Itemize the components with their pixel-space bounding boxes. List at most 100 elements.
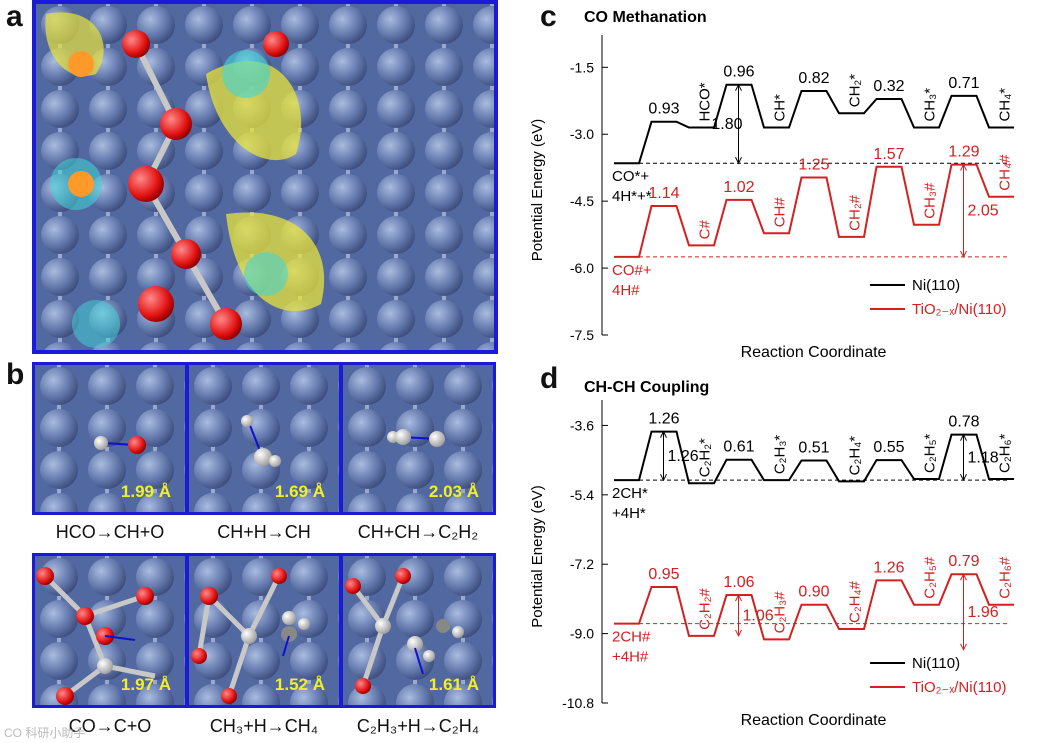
caption-hco: HCO→CH+O xyxy=(55,522,165,542)
barrier-label: 0.93 xyxy=(648,101,679,118)
barrier-label: 1.26 xyxy=(873,559,904,576)
y-tick-label: -4.5 xyxy=(570,193,594,209)
initial-state-label: 2CH# xyxy=(612,629,651,646)
arrow-head xyxy=(735,157,742,165)
distance-label: 1.97 Å xyxy=(120,675,171,694)
distance-label: 2.03 Å xyxy=(428,482,479,501)
image-ch3-h: 1.52 Å xyxy=(186,553,342,708)
x-axis-label: Reaction Coordinate xyxy=(741,712,887,729)
y-tick-label: -3.0 xyxy=(570,126,594,142)
image-c2h3-h: 1.61 Å xyxy=(340,553,496,708)
barrier-label: 0.96 xyxy=(723,64,754,81)
legend-label: Ni(110) xyxy=(912,655,960,672)
y-tick-label: -6.0 xyxy=(570,260,594,276)
annotation-value: 1.26 xyxy=(668,448,699,465)
barrier-label: 1.25 xyxy=(798,157,829,174)
initial-state-label: +4H* xyxy=(612,505,646,522)
initial-state-label: 4H*+* xyxy=(612,188,652,205)
arrow-head xyxy=(735,83,742,91)
distance-label: 1.61 Å xyxy=(428,675,479,694)
chart-title: CH-CH Coupling xyxy=(584,379,709,396)
initial-state-label: CO*+ xyxy=(612,168,649,185)
caption-ch-h: CH+H→CH xyxy=(217,522,311,542)
arrow-head xyxy=(960,573,967,581)
panel-label-d: d xyxy=(540,362,559,395)
barrier-label: 0.61 xyxy=(723,439,754,456)
state-label: CH# xyxy=(772,197,789,228)
charge-density-image xyxy=(32,0,498,354)
caption-co: CO→C+O xyxy=(68,716,152,736)
state-label: C₂H₄# xyxy=(847,580,864,623)
initial-state-label: CO#+ xyxy=(612,262,652,279)
series-line xyxy=(614,430,1014,485)
barrier-label: 0.55 xyxy=(873,439,904,456)
legend-label: Ni(110) xyxy=(912,277,960,294)
barrier-label: 1.14 xyxy=(648,185,679,202)
barrier-label: 0.82 xyxy=(798,70,829,87)
barrier-label: 1.02 xyxy=(723,179,754,196)
panel-label-a: a xyxy=(6,0,23,33)
distance-label: 1.99 Å xyxy=(120,482,171,501)
y-tick-label: -7.2 xyxy=(570,556,594,572)
arrow-head xyxy=(660,473,667,482)
barrier-label: 1.26 xyxy=(648,411,679,428)
distance-label: 1.69 Å xyxy=(274,482,325,501)
co-methanation-chart: CO Methanation -1.5 -3.0 -4.5 -6.0 -7.5 Potent… xyxy=(529,9,1014,361)
barrier-label: 0.78 xyxy=(948,414,979,431)
arrow-head xyxy=(735,593,742,602)
y-tick-label: -10.8 xyxy=(562,695,594,711)
arrow-head xyxy=(960,250,967,259)
panel-label-c: c xyxy=(540,0,557,33)
y-axis-label: Potential Energy (eV) xyxy=(529,119,546,262)
barrier-label: 1.57 xyxy=(873,146,904,163)
state-label: CH₄# xyxy=(997,154,1014,191)
state-label: C₂H₅# xyxy=(922,556,939,599)
image-hco-dissociation: 1.99 Å xyxy=(32,362,188,515)
state-label: C₂H₂# xyxy=(697,588,714,630)
annotation-value: 2.05 xyxy=(968,203,999,220)
y-tick-label: -5.4 xyxy=(570,487,594,503)
arrow-head xyxy=(660,430,667,438)
state-label: C₂H₅* xyxy=(922,433,939,473)
arrow-head xyxy=(960,643,967,651)
legend-label: TiO₂₋ₓ/Ni(110) xyxy=(912,679,1007,696)
arrow-head xyxy=(960,163,967,171)
caption-ch-ch: CH+CH→C₂H₂ xyxy=(357,522,479,542)
state-label: C₂H₆# xyxy=(997,556,1014,599)
annotation-value: 1.96 xyxy=(968,604,999,621)
image-ch-ch: 2.03 Å xyxy=(340,362,496,515)
barrier-label: 0.32 xyxy=(873,78,904,95)
image-co-dissociation: 1.97 Å xyxy=(32,553,188,708)
barrier-label: 0.95 xyxy=(648,566,679,583)
state-label: C₂H₃* xyxy=(772,435,789,475)
series-line xyxy=(614,573,1014,641)
barrier-label: 0.51 xyxy=(798,440,829,457)
barrier-label: 0.79 xyxy=(948,553,979,570)
state-label: HCO* xyxy=(697,82,714,121)
series-line xyxy=(614,83,1014,165)
barrier-label: 1.29 xyxy=(948,144,979,161)
barrier-label: 0.71 xyxy=(948,75,979,92)
state-label: CH₂# xyxy=(847,194,864,230)
watermark: CO 科研小助手 xyxy=(4,726,86,740)
distance-label: 1.52 Å xyxy=(274,675,325,694)
state-label: CH₂* xyxy=(847,74,864,107)
state-label: CH₃# xyxy=(922,182,939,219)
state-label: CH* xyxy=(772,94,789,122)
y-tick-label: -9.0 xyxy=(570,626,594,642)
initial-state-label: 2CH* xyxy=(612,485,648,502)
caption-c2h3-h: C₂H₃+H→C₂H₄ xyxy=(356,716,480,736)
state-label: C₂H₆* xyxy=(997,433,1014,473)
annotation-value: 1.06 xyxy=(743,607,774,624)
caption-ch3-h: CH₃+H→CH₄ xyxy=(209,716,319,736)
state-label: C₂H₃# xyxy=(772,591,789,634)
x-axis-label: Reaction Coordinate xyxy=(741,344,887,361)
arrow-head xyxy=(960,433,967,441)
state-label: CH₃* xyxy=(922,88,939,122)
charge-density-illustration xyxy=(36,4,494,350)
y-tick-label: -7.5 xyxy=(570,327,594,343)
initial-state-label: +4H# xyxy=(612,649,649,666)
chart-title: CO Methanation xyxy=(584,9,707,26)
state-label: C₂H₂* xyxy=(697,438,714,477)
y-axis-label: Potential Energy (eV) xyxy=(529,485,546,628)
